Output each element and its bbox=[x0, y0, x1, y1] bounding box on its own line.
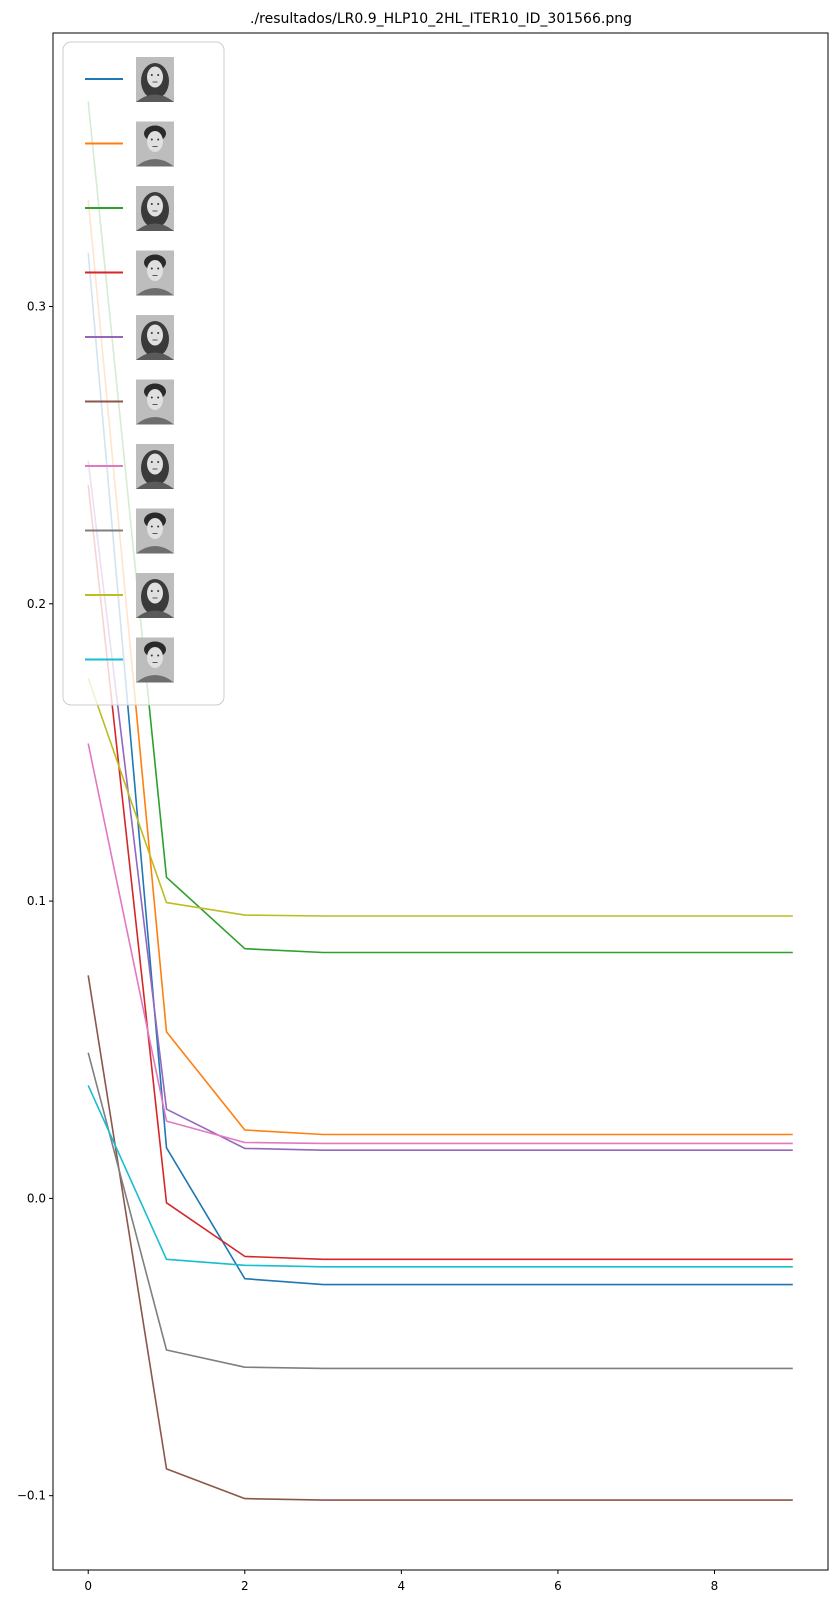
face-photo-thumbnail bbox=[136, 57, 174, 102]
legend-entry bbox=[85, 186, 174, 231]
face-photo-thumbnail bbox=[136, 573, 174, 618]
face-shape bbox=[147, 518, 163, 539]
series-line-10 bbox=[87, 1085, 793, 1268]
face-shape bbox=[147, 131, 163, 152]
face-shape bbox=[147, 647, 163, 668]
shoulders-shape bbox=[136, 481, 174, 489]
shoulders-shape bbox=[136, 223, 174, 231]
eye-dot bbox=[150, 461, 153, 463]
eye-dot bbox=[157, 396, 160, 399]
chart-title: ./resultados/LR0.9_HLP10_2HL_ITER10_ID_3… bbox=[250, 11, 632, 27]
y-tick-label: 0.2 bbox=[27, 597, 46, 611]
eye-dot bbox=[157, 461, 160, 463]
x-axis: 0 2 4 6 8 bbox=[84, 1570, 718, 1593]
series-lines bbox=[87, 101, 793, 1501]
eye-dot bbox=[157, 267, 160, 270]
face-photo-thumbnail bbox=[136, 315, 174, 360]
eye-dot bbox=[150, 74, 153, 76]
legend-entry bbox=[85, 573, 174, 618]
eye-dot bbox=[157, 332, 160, 334]
eye-dot bbox=[150, 332, 153, 334]
eye-dot bbox=[150, 654, 153, 657]
legend-entry bbox=[85, 637, 174, 683]
eye-dot bbox=[157, 138, 160, 141]
face-shape bbox=[147, 582, 163, 604]
face-photo-thumbnail bbox=[136, 250, 174, 296]
y-tick-label: 0.1 bbox=[27, 894, 46, 908]
eye-dot bbox=[150, 396, 153, 399]
y-tick-label: 0.3 bbox=[27, 300, 46, 314]
eye-dot bbox=[150, 267, 153, 270]
x-tick-label: 2 bbox=[241, 1579, 249, 1593]
shoulders-shape bbox=[136, 288, 174, 296]
axes-frame bbox=[52, 32, 829, 1571]
legend-entry bbox=[85, 121, 174, 167]
legend-entry bbox=[85, 444, 174, 489]
legend-entry bbox=[85, 57, 174, 102]
series-line-3 bbox=[87, 101, 793, 954]
face-shape bbox=[147, 195, 163, 217]
face-photo-thumbnail bbox=[136, 121, 174, 167]
x-tick-label: 0 bbox=[84, 1579, 92, 1593]
series-line-2 bbox=[87, 199, 793, 1136]
x-tick-label: 4 bbox=[398, 1579, 406, 1593]
face-photo-thumbnail bbox=[136, 379, 174, 425]
shoulders-shape bbox=[136, 675, 174, 683]
series-line-7 bbox=[87, 743, 793, 1145]
eye-dot bbox=[150, 138, 153, 141]
y-axis: −0.1 0.0 0.1 0.2 0.3 bbox=[17, 300, 53, 1503]
y-tick-label: 0.0 bbox=[27, 1191, 46, 1205]
face-photo-thumbnail bbox=[136, 444, 174, 489]
face-shape bbox=[147, 66, 163, 88]
face-shape bbox=[147, 453, 163, 475]
legend bbox=[62, 41, 225, 706]
shoulders-shape bbox=[136, 159, 174, 167]
y-tick-label: −0.1 bbox=[17, 1489, 46, 1503]
legend-entry bbox=[85, 250, 174, 296]
eye-dot bbox=[150, 525, 153, 528]
x-tick-label: 8 bbox=[711, 1579, 719, 1593]
legend-entry bbox=[85, 315, 174, 360]
face-shape bbox=[147, 260, 163, 281]
series-line-8 bbox=[87, 1052, 793, 1370]
series-line-6 bbox=[87, 975, 793, 1501]
eye-dot bbox=[150, 590, 153, 592]
face-photo-thumbnail bbox=[136, 186, 174, 231]
shoulders-shape bbox=[136, 610, 174, 618]
face-shape bbox=[147, 324, 163, 346]
eye-dot bbox=[157, 525, 160, 528]
legend-entry bbox=[85, 379, 174, 425]
eye-dot bbox=[157, 654, 160, 657]
eye-dot bbox=[157, 590, 160, 592]
face-photo-thumbnail bbox=[136, 508, 174, 554]
shoulders-shape bbox=[136, 94, 174, 102]
series-line-4 bbox=[87, 484, 793, 1261]
shoulders-shape bbox=[136, 546, 174, 554]
face-shape bbox=[147, 389, 163, 410]
shoulders-shape bbox=[136, 417, 174, 425]
eye-dot bbox=[150, 203, 153, 205]
series-line-5 bbox=[87, 461, 793, 1151]
shoulders-shape bbox=[136, 352, 174, 360]
eye-dot bbox=[157, 203, 160, 205]
face-photo-thumbnail bbox=[136, 637, 174, 683]
x-tick-label: 6 bbox=[554, 1579, 562, 1593]
legend-entry bbox=[85, 508, 174, 554]
eye-dot bbox=[157, 74, 160, 76]
series-line-1 bbox=[87, 252, 793, 1286]
series-line-9 bbox=[87, 677, 793, 917]
